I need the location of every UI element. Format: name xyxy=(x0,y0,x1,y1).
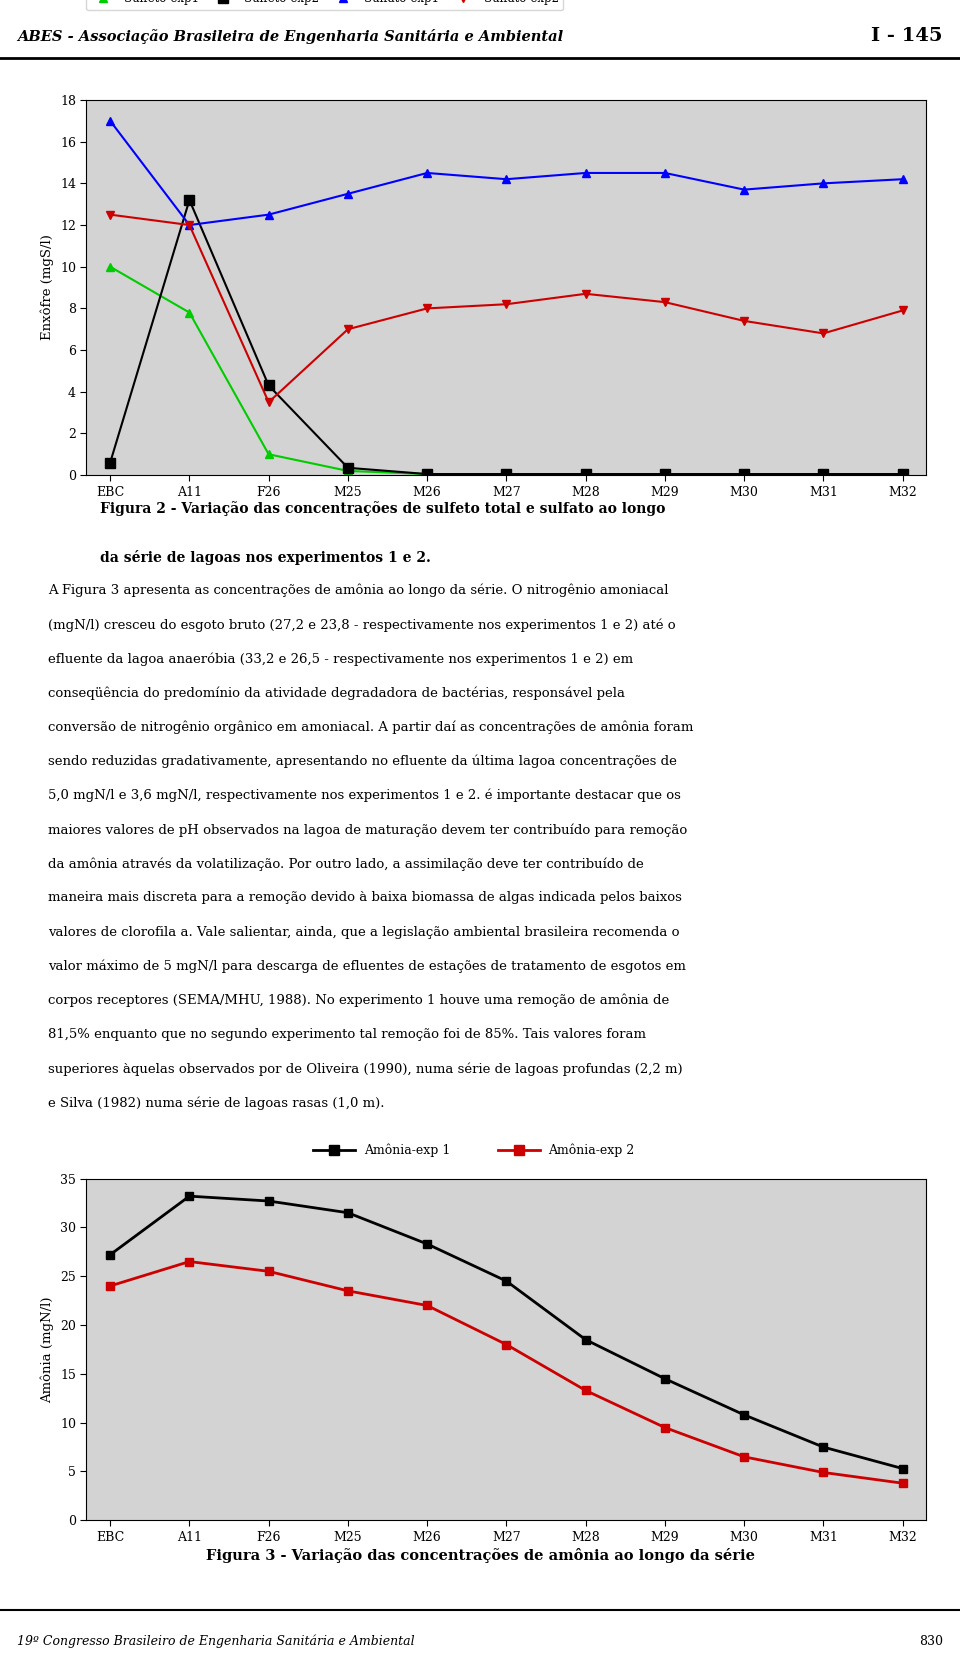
Text: efluente da lagoa anaeróbia (33,2 e 26,5 - respectivamente nos experimentos 1 e : efluente da lagoa anaeróbia (33,2 e 26,5… xyxy=(48,652,634,665)
Text: 830: 830 xyxy=(919,1635,943,1649)
Text: valores de clorofila a. Vale salientar, ainda, que a legislação ambiental brasil: valores de clorofila a. Vale salientar, … xyxy=(48,925,680,939)
Text: e Silva (1982) numa série de lagoas rasas (1,0 m).: e Silva (1982) numa série de lagoas rasa… xyxy=(48,1097,385,1110)
Text: maiores valores de pH observados na lagoa de maturação devem ter contribuído par: maiores valores de pH observados na lago… xyxy=(48,823,687,837)
Text: superiores àquelas observados por de Oliveira (1990), numa série de lagoas profu: superiores àquelas observados por de Oli… xyxy=(48,1062,683,1075)
Text: sendo reduzidas gradativamente, apresentando no efluente da última lagoa concent: sendo reduzidas gradativamente, apresent… xyxy=(48,755,677,768)
Text: A Figura 3 apresenta as concentrações de amônia ao longo da série. O nitrogênio : A Figura 3 apresenta as concentrações de… xyxy=(48,583,668,597)
Text: ABES - Associação Brasileira de Engenharia Sanitária e Ambiental: ABES - Associação Brasileira de Engenhar… xyxy=(17,28,564,43)
Text: da série de lagoas nos experimentos 1 e 2.: da série de lagoas nos experimentos 1 e … xyxy=(100,550,431,565)
Text: conseqüência do predomínio da atividade degradadora de bactérias, responsável pe: conseqüência do predomínio da atividade … xyxy=(48,687,625,700)
Text: 5,0 mgN/l e 3,6 mgN/l, respectivamente nos experimentos 1 e 2. é importante dest: 5,0 mgN/l e 3,6 mgN/l, respectivamente n… xyxy=(48,788,681,802)
Y-axis label: Amônia (mgN/l): Amônia (mgN/l) xyxy=(41,1297,55,1402)
Text: maneira mais discreta para a remoção devido à baixa biomassa de algas indicada p: maneira mais discreta para a remoção dev… xyxy=(48,892,682,905)
Text: Amônia-exp 2: Amônia-exp 2 xyxy=(548,1144,635,1157)
Text: da amônia através da volatilização. Por outro lado, a assimilação deve ter contr: da amônia através da volatilização. Por … xyxy=(48,857,644,870)
Text: Figura 2 - Variação das concentrações de sulfeto total e sulfato ao longo: Figura 2 - Variação das concentrações de… xyxy=(100,502,665,517)
Text: Amônia-exp 1: Amônia-exp 1 xyxy=(364,1144,450,1157)
Text: 81,5% enquanto que no segundo experimento tal remoção foi de 85%. Tais valores f: 81,5% enquanto que no segundo experiment… xyxy=(48,1029,646,1042)
Text: (mgN/l) cresceu do esgoto bruto (27,2 e 23,8 - respectivamente nos experimentos : (mgN/l) cresceu do esgoto bruto (27,2 e … xyxy=(48,618,676,632)
Text: conversão de nitrogênio orgânico em amoniacal. A partir daí as concentrações de : conversão de nitrogênio orgânico em amon… xyxy=(48,720,693,733)
Text: 19º Congresso Brasileiro de Engenharia Sanitária e Ambiental: 19º Congresso Brasileiro de Engenharia S… xyxy=(17,1635,415,1649)
Y-axis label: Enxôfre (mgS/l): Enxôfre (mgS/l) xyxy=(41,235,55,340)
Legend: Sulfeto-exp1, Sulfeto-exp2, Sulfato-exp1, Sulfato-exp2: Sulfeto-exp1, Sulfeto-exp2, Sulfato-exp1… xyxy=(86,0,564,10)
Text: valor máximo de 5 mgN/l para descarga de efluentes de estações de tratamento de : valor máximo de 5 mgN/l para descarga de… xyxy=(48,960,685,974)
Text: I - 145: I - 145 xyxy=(872,27,943,45)
Text: Figura 3 - Variação das concentrações de amônia ao longo da série: Figura 3 - Variação das concentrações de… xyxy=(205,1549,755,1564)
Text: corpos receptores (SEMA/MHU, 1988). No experimento 1 houve uma remoção de amônia: corpos receptores (SEMA/MHU, 1988). No e… xyxy=(48,994,669,1007)
